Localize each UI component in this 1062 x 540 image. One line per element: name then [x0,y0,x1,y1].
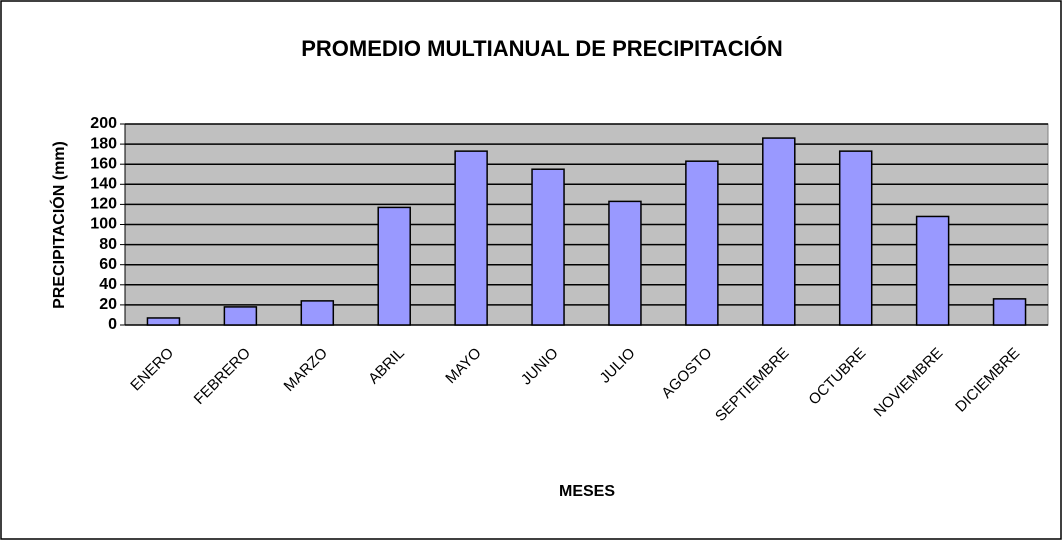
y-tick-label: 120 [90,196,117,213]
bar [685,160,719,326]
bar [454,150,488,326]
bar [300,300,335,326]
bar [915,215,950,326]
y-tick-label: 200 [90,115,117,132]
bar [377,206,411,326]
y-tick-label: 60 [99,256,117,273]
bar [146,317,181,326]
bar [531,168,565,326]
bar [992,298,1027,326]
y-tick-label: 40 [99,276,117,293]
bar [608,200,642,326]
y-tick-label: 0 [108,316,117,333]
bar [838,150,873,326]
y-tick-label: 180 [90,135,117,152]
bar [762,137,796,326]
bar [223,306,258,326]
y-tick-label: 160 [90,155,117,172]
y-tick-label: 80 [99,236,117,253]
y-tick-label: 20 [99,296,117,313]
y-tick-label: 100 [90,216,117,233]
y-axis-label: PRECIPITACIÓN (mm) [49,141,68,309]
chart-title: PROMEDIO MULTIANUAL DE PRECIPITACIÓN [301,36,783,61]
x-axis-label: MESES [559,483,615,500]
y-tick-label: 140 [90,176,117,193]
